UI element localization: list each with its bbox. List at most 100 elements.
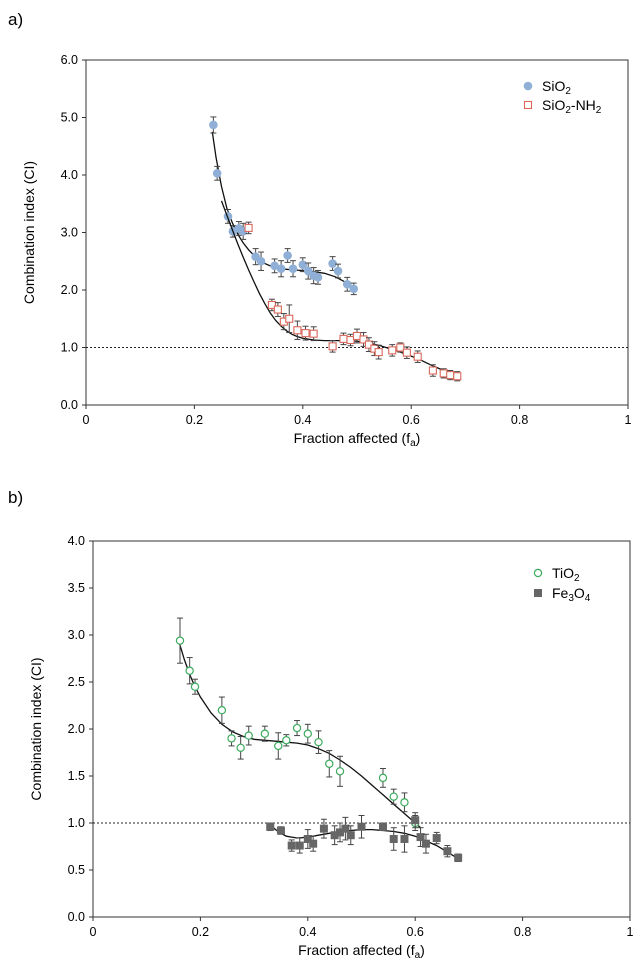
data-point <box>428 366 437 375</box>
data-point <box>276 826 285 835</box>
data-point <box>260 729 270 738</box>
data-point <box>446 371 455 380</box>
data-point <box>293 326 302 335</box>
y-tick-label: 2.0 <box>61 283 78 297</box>
series-1 <box>220 200 462 382</box>
y-tick-label: 1.5 <box>68 769 85 783</box>
data-point <box>185 666 194 675</box>
y-axis-label: Combination index (CI) <box>21 161 37 304</box>
series-0 <box>175 617 422 832</box>
data-point <box>309 329 318 338</box>
panel-label-b: b) <box>8 488 24 507</box>
data-point <box>402 348 411 357</box>
data-point <box>357 822 366 831</box>
data-point <box>341 824 350 833</box>
data-point <box>251 252 260 261</box>
data-point <box>285 314 294 323</box>
data-point <box>175 636 185 645</box>
x-tick-label: 0 <box>83 413 90 427</box>
legend-marker <box>533 568 543 578</box>
data-point <box>388 346 397 355</box>
y-tick-label: 1.0 <box>68 816 85 830</box>
y-tick-label: 0.0 <box>68 910 85 924</box>
data-point <box>303 834 312 843</box>
y-tick-label: 2.0 <box>68 722 85 736</box>
legend-marker <box>523 100 533 110</box>
data-point <box>283 251 292 260</box>
chart-panel-a: 0.0 1.0 2.0 3.0 4.0 5.0 6.0 0 0.2 0.4 0.6 0.8 1 Fract… <box>21 53 632 449</box>
x-axis-label: Fraction affected (fa) <box>294 430 421 449</box>
data-point <box>342 279 352 289</box>
y-tick-label: 0.5 <box>68 863 85 877</box>
data-point <box>209 120 218 130</box>
data-point <box>453 372 462 381</box>
data-point <box>319 824 328 833</box>
data-point <box>298 260 308 270</box>
data-point <box>328 259 337 268</box>
data-point <box>303 729 312 738</box>
panel-label-a: a) <box>8 10 24 29</box>
data-point <box>416 833 425 842</box>
data-point <box>378 773 388 783</box>
fit-curve <box>178 641 422 829</box>
plot-frame <box>92 540 631 918</box>
y-tick-label: 0.0 <box>61 398 78 412</box>
data-point <box>389 792 398 801</box>
data-point <box>413 352 422 361</box>
data-point <box>396 343 405 352</box>
y-tick-label: 4.0 <box>68 534 85 548</box>
y-tick-label: 3.5 <box>68 581 85 595</box>
data-point <box>400 834 409 843</box>
data-point <box>303 266 313 276</box>
data-point <box>301 329 310 338</box>
y-tick-label: 2.5 <box>68 675 85 689</box>
x-tick-label: 0 <box>90 925 97 939</box>
data-point <box>411 816 420 825</box>
data-point <box>432 834 441 843</box>
legend-label: TiO2 <box>552 565 580 584</box>
x-tick-label: 0.4 <box>294 413 311 427</box>
data-point <box>287 841 296 850</box>
data-point <box>309 839 318 848</box>
x-tick-label: 0.6 <box>403 413 420 427</box>
x-tick-label: 1 <box>627 925 634 939</box>
data-point <box>212 168 222 178</box>
y-tick-label: 3.0 <box>61 226 78 240</box>
series-0 <box>209 116 359 296</box>
data-point <box>349 284 359 294</box>
data-point <box>439 369 448 378</box>
data-point <box>335 767 345 776</box>
x-tick-label: 0.8 <box>511 413 528 427</box>
data-point <box>454 853 463 862</box>
data-point <box>244 731 253 740</box>
data-point <box>266 822 275 831</box>
data-point <box>378 822 387 831</box>
legend-label: Fe3O4 <box>552 585 591 604</box>
series-1 <box>266 812 463 863</box>
data-point <box>400 798 409 807</box>
y-tick-label: 6.0 <box>61 53 78 67</box>
data-point <box>282 736 291 745</box>
data-point <box>421 839 430 848</box>
data-point <box>227 734 236 743</box>
data-point <box>328 342 337 351</box>
y-axis-label: Combination index (CI) <box>28 657 44 800</box>
data-point <box>256 256 266 266</box>
data-point <box>346 831 355 840</box>
y-tick-label: 1.0 <box>61 341 78 355</box>
data-point <box>314 737 323 747</box>
x-tick-label: 0.6 <box>407 925 424 939</box>
legend-marker <box>534 589 542 597</box>
data-point <box>236 743 245 753</box>
data-point <box>190 682 200 691</box>
legend-marker <box>523 81 533 91</box>
chart-panel-b: 0.0 0.5 1.0 1.5 2.0 2.5 3.0 3.5 4.0 0 0.2 0.4 0.6 0.8… <box>28 534 634 961</box>
data-point <box>325 759 334 768</box>
x-axis-label: Fraction affected (fa) <box>298 942 425 961</box>
data-point <box>244 223 253 232</box>
data-point <box>274 741 283 751</box>
x-tick-label: 1 <box>625 413 632 427</box>
data-point <box>267 300 276 310</box>
data-point <box>313 273 323 282</box>
